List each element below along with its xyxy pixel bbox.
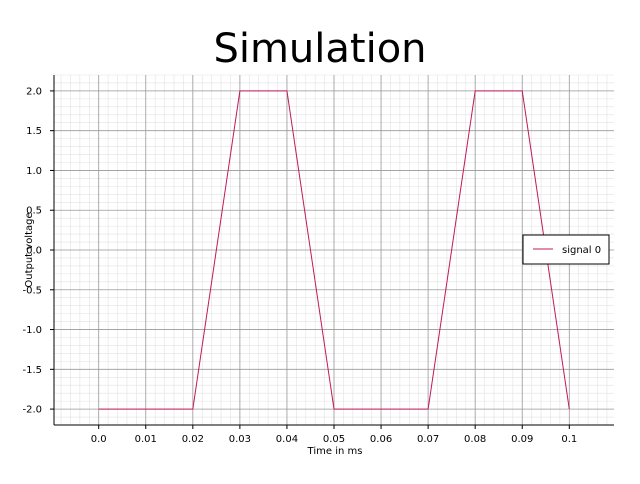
x-tick-label: 0.07 xyxy=(417,434,439,445)
x-tick-label: 0.04 xyxy=(276,434,298,445)
x-tick-label: 0.05 xyxy=(323,434,345,445)
y-tick-label: -2.0 xyxy=(22,405,42,416)
y-tick-label: 1.5 xyxy=(26,126,42,137)
x-tick-label: 0.1 xyxy=(561,434,577,445)
x-tick-label: 0.01 xyxy=(135,434,157,445)
y-axis-label: Output voltage xyxy=(24,212,35,287)
y-tick-label: -0.5 xyxy=(22,285,42,296)
x-tick-label: 0.0 xyxy=(91,434,107,445)
ticks-layer: 0.0 0.01 0.02 0.03 0.04 0.05 0.06 0.07 0.08 0.09 0… xyxy=(22,86,577,445)
y-tick-label: -1.5 xyxy=(22,365,42,376)
y-tick-label: 0.5 xyxy=(26,206,42,217)
series-layer xyxy=(98,90,570,410)
chart-title: Simulation xyxy=(213,26,426,72)
x-tick-label: 0.09 xyxy=(511,434,533,445)
series-line-signal-0 xyxy=(98,90,570,410)
x-tick-label: 0.08 xyxy=(464,434,486,445)
legend-label-signal-0: signal 0 xyxy=(562,245,601,256)
y-tick-label: 0.0 xyxy=(26,246,42,257)
x-axis-label: Time in ms xyxy=(307,446,363,457)
y-tick-label: 2.0 xyxy=(26,86,42,97)
legend: signal 0 xyxy=(522,234,610,265)
x-tick-label: 0.06 xyxy=(370,434,392,445)
x-tick-label: 0.03 xyxy=(229,434,251,445)
y-tick-label: -1.0 xyxy=(22,325,42,336)
y-tick-label: 1.0 xyxy=(26,166,42,177)
x-tick-label: 0.02 xyxy=(182,434,204,445)
